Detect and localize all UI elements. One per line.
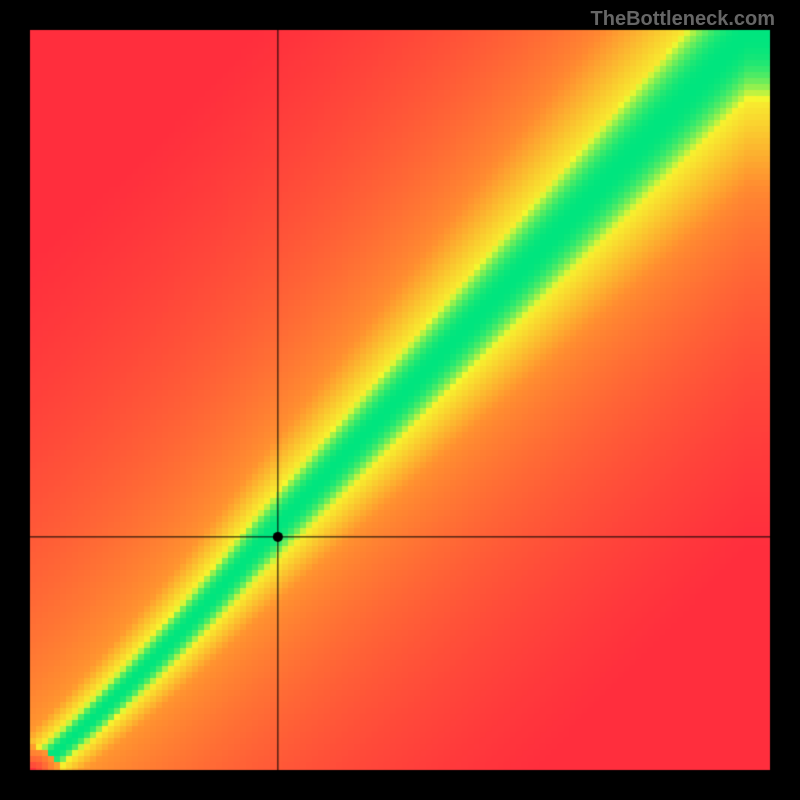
watermark-text: TheBottleneck.com	[591, 8, 775, 31]
chart-container: TheBottleneck.com	[0, 0, 800, 800]
heatmap-canvas	[0, 0, 800, 800]
